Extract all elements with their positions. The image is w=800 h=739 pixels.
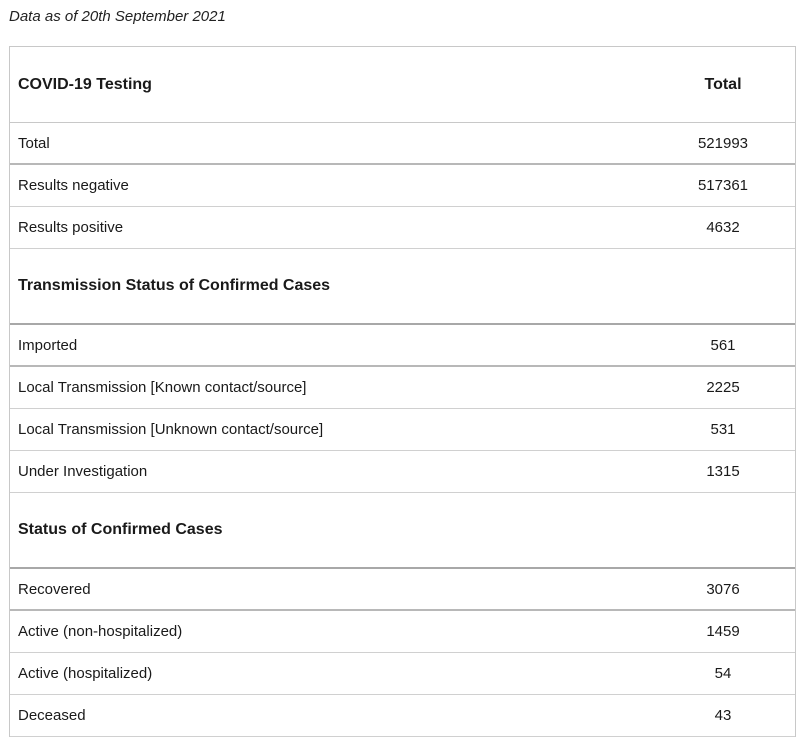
row-label: Local Transmission [Known contact/source… <box>18 379 307 396</box>
row-value: 54 <box>714 665 732 682</box>
table-row-deceased: Deceased 43 <box>10 695 795 737</box>
header-testing-label: COVID-19 Testing <box>18 75 152 93</box>
section-title: Status of Confirmed Cases <box>18 521 223 538</box>
data-date-note: Data as of 20th September 2021 <box>9 8 226 25</box>
row-label: Local Transmission [Unknown contact/sour… <box>18 421 324 438</box>
row-label: Results positive <box>18 219 124 236</box>
table-row-under-investigation: Under Investigation 1315 <box>10 451 795 493</box>
row-label: Recovered <box>18 580 91 598</box>
table-row-active-hospitalized: Active (hospitalized) 54 <box>10 653 795 695</box>
section-title: Transmission Status of Confirmed Cases <box>18 277 331 294</box>
table-row-results-positive: Results positive 4632 <box>10 207 795 249</box>
covid-testing-table: COVID-19 Testing Total Total 521993 Resu… <box>9 46 796 737</box>
section-heading-status: Status of Confirmed Cases <box>10 493 795 569</box>
header-total-label: Total <box>704 75 742 93</box>
section-heading-transmission: Transmission Status of Confirmed Cases <box>10 249 795 325</box>
row-label: Deceased <box>18 707 86 724</box>
row-label: Active (non-hospitalized) <box>18 623 183 640</box>
table-row-imported: Imported 561 <box>10 325 795 367</box>
row-value: 561 <box>710 336 736 354</box>
row-value: 1459 <box>706 623 740 640</box>
row-label: Under Investigation <box>18 463 148 480</box>
row-label: Imported <box>18 336 78 354</box>
row-value: 2225 <box>706 379 740 396</box>
table-row-recovered: Recovered 3076 <box>10 569 795 611</box>
table-row-local-known: Local Transmission [Known contact/source… <box>10 367 795 409</box>
row-value: 43 <box>714 707 732 724</box>
row-value: 3076 <box>706 580 740 598</box>
row-value: 517361 <box>697 177 749 194</box>
row-value: 521993 <box>697 134 749 152</box>
table-row-active-non-hospitalized: Active (non-hospitalized) 1459 <box>10 611 795 653</box>
table-header-row: COVID-19 Testing Total <box>10 47 795 123</box>
row-value: 531 <box>710 421 736 438</box>
row-value: 1315 <box>706 463 740 480</box>
row-label: Results negative <box>18 177 129 194</box>
table-row-local-unknown: Local Transmission [Unknown contact/sour… <box>10 409 795 451</box>
table-row-total: Total 521993 <box>10 123 795 165</box>
row-label: Total <box>18 134 50 152</box>
row-value: 4632 <box>706 219 740 236</box>
row-label: Active (hospitalized) <box>18 665 153 682</box>
table-row-results-negative: Results negative 517361 <box>10 165 795 207</box>
